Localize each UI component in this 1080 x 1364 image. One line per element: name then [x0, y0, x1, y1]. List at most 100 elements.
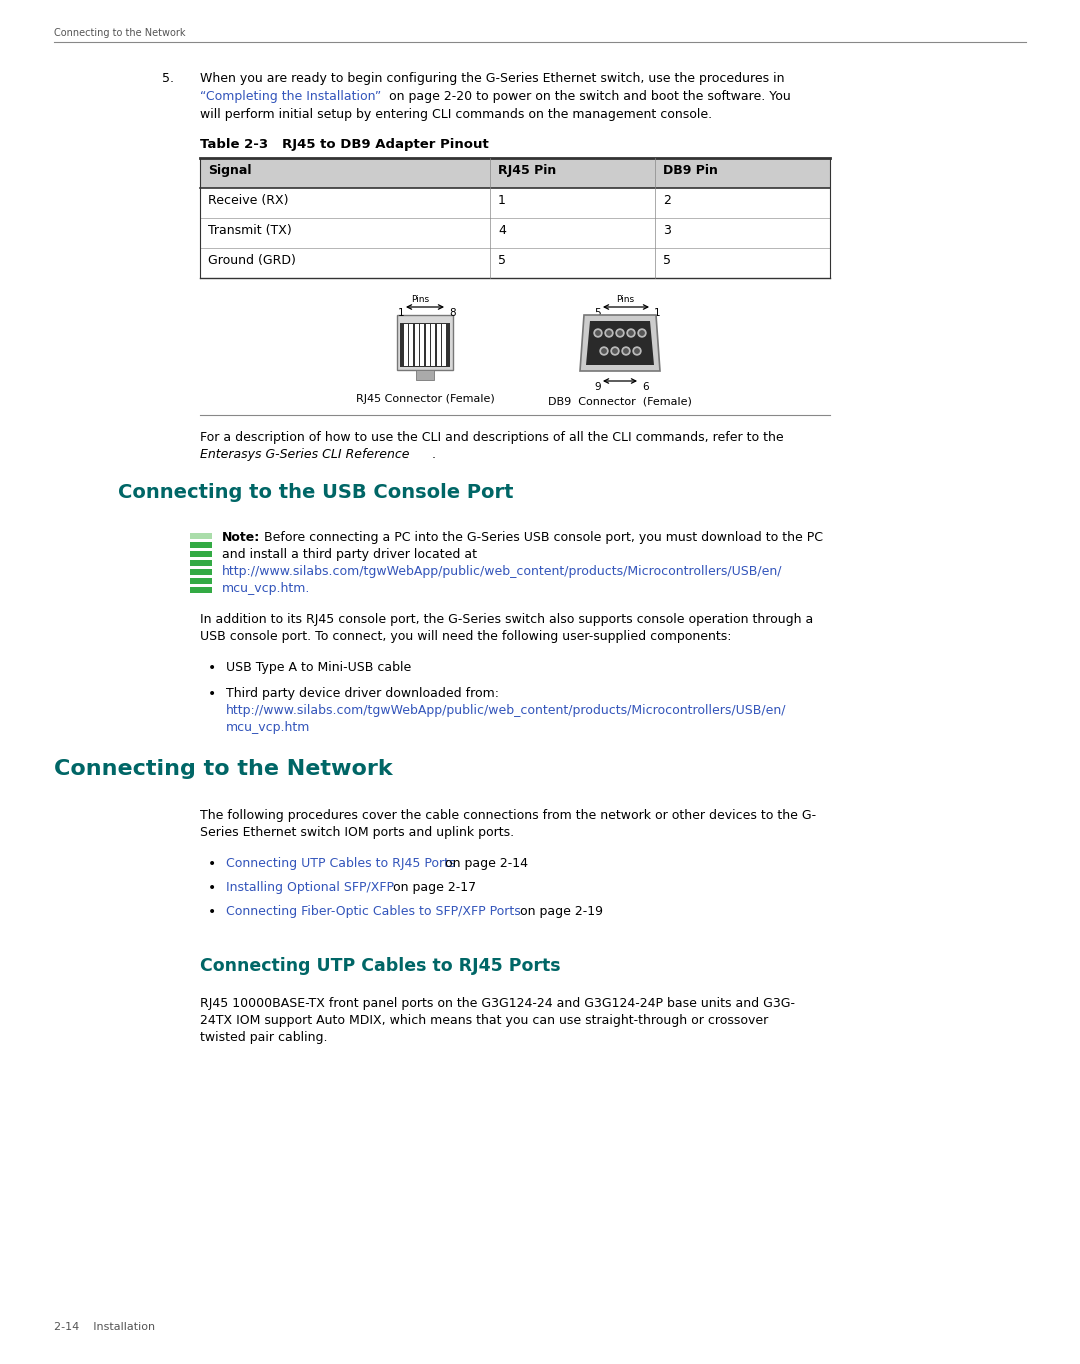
- Text: Note:: Note:: [222, 531, 260, 544]
- Circle shape: [611, 346, 619, 355]
- Text: 5.: 5.: [162, 72, 174, 85]
- Text: Pins: Pins: [410, 295, 429, 304]
- Text: Connecting UTP Cables to RJ45 Ports: Connecting UTP Cables to RJ45 Ports: [200, 958, 561, 975]
- Text: Third party device driver downloaded from:: Third party device driver downloaded fro…: [226, 687, 499, 700]
- Text: 5: 5: [663, 254, 671, 267]
- Text: DB9 Pin: DB9 Pin: [663, 164, 718, 177]
- Bar: [397, 315, 453, 370]
- Text: and install a third party driver located at: and install a third party driver located…: [222, 548, 477, 561]
- Text: Transmit (TX): Transmit (TX): [208, 224, 292, 237]
- Text: http://www.silabs.com/tgwWebApp/public/web_content/products/Microcontrollers/USB: http://www.silabs.com/tgwWebApp/public/w…: [226, 704, 786, 717]
- Text: Connecting Fiber-Optic Cables to SFP/XFP Ports: Connecting Fiber-Optic Cables to SFP/XFP…: [226, 904, 521, 918]
- Text: http://www.silabs.com/tgwWebApp/public/web_content/products/Microcontrollers/USB: http://www.silabs.com/tgwWebApp/public/w…: [222, 565, 783, 578]
- Text: For a description of how to use the CLI and descriptions of all the CLI commands: For a description of how to use the CLI …: [200, 431, 784, 445]
- Bar: [431, 325, 435, 366]
- Text: mcu_vcp.htm.: mcu_vcp.htm.: [222, 582, 310, 595]
- Circle shape: [633, 346, 642, 355]
- Circle shape: [639, 331, 644, 336]
- Bar: [190, 542, 212, 548]
- Text: DB9  Connector  (Female): DB9 Connector (Female): [548, 397, 692, 406]
- Circle shape: [607, 331, 611, 336]
- Bar: [400, 323, 450, 367]
- Text: mcu_vcp.htm: mcu_vcp.htm: [226, 722, 310, 734]
- Bar: [436, 325, 441, 366]
- Circle shape: [605, 329, 613, 337]
- Text: Installing Optional SFP/XFP: Installing Optional SFP/XFP: [226, 881, 394, 893]
- Text: In addition to its RJ45 console port, the G-Series switch also supports console : In addition to its RJ45 console port, th…: [200, 612, 813, 626]
- Text: 5: 5: [594, 308, 600, 318]
- Text: RJ45 10000BASE-TX front panel ports on the G3G124-24 and G3G124-24P base units a: RJ45 10000BASE-TX front panel ports on t…: [200, 997, 795, 1009]
- Bar: [190, 577, 212, 584]
- Text: RJ45 Pin: RJ45 Pin: [498, 164, 556, 177]
- Bar: [190, 532, 212, 539]
- Circle shape: [635, 349, 639, 353]
- Circle shape: [627, 329, 635, 337]
- Circle shape: [612, 349, 617, 353]
- Bar: [420, 325, 424, 366]
- Text: When you are ready to begin configuring the G-Series Ethernet switch, use the pr: When you are ready to begin configuring …: [200, 72, 784, 85]
- Text: on page 2-17: on page 2-17: [389, 881, 476, 893]
- Text: Connecting to the Network: Connecting to the Network: [54, 758, 393, 779]
- Bar: [415, 325, 419, 366]
- Text: RJ45 Connector (Female): RJ45 Connector (Female): [355, 394, 495, 404]
- Circle shape: [638, 329, 646, 337]
- Text: Connecting to the USB Console Port: Connecting to the USB Console Port: [118, 483, 513, 502]
- Circle shape: [618, 331, 622, 336]
- Text: 2: 2: [663, 194, 671, 207]
- Bar: [409, 325, 414, 366]
- Text: Ground (GRD): Ground (GRD): [208, 254, 296, 267]
- Circle shape: [624, 349, 629, 353]
- Bar: [190, 569, 212, 576]
- Text: Signal: Signal: [208, 164, 252, 177]
- Bar: [200, 158, 831, 188]
- Text: twisted pair cabling.: twisted pair cabling.: [200, 1031, 327, 1043]
- Bar: [426, 325, 430, 366]
- Text: •: •: [208, 904, 216, 919]
- Bar: [190, 551, 212, 557]
- Bar: [190, 559, 212, 566]
- Text: on page 2-19: on page 2-19: [516, 904, 603, 918]
- Text: USB console port. To connect, you will need the following user-supplied componen: USB console port. To connect, you will n…: [200, 630, 731, 642]
- Text: 24TX IOM support Auto MDIX, which means that you can use straight-through or cro: 24TX IOM support Auto MDIX, which means …: [200, 1013, 768, 1027]
- Circle shape: [594, 329, 602, 337]
- Text: .: .: [428, 447, 436, 461]
- Text: Series Ethernet switch IOM ports and uplink ports.: Series Ethernet switch IOM ports and upl…: [200, 827, 514, 839]
- Circle shape: [622, 346, 630, 355]
- Text: •: •: [208, 857, 216, 872]
- Text: 1: 1: [498, 194, 505, 207]
- Text: 9: 9: [594, 382, 600, 391]
- Circle shape: [616, 329, 624, 337]
- Polygon shape: [586, 321, 654, 366]
- Text: 8: 8: [449, 308, 456, 318]
- Circle shape: [600, 346, 608, 355]
- Text: Connecting to the Network: Connecting to the Network: [54, 29, 186, 38]
- Text: “Completing the Installation”: “Completing the Installation”: [200, 90, 381, 104]
- Text: on page 2-20 to power on the switch and boot the software. You: on page 2-20 to power on the switch and …: [384, 90, 791, 104]
- Circle shape: [596, 331, 600, 336]
- Circle shape: [629, 331, 633, 336]
- Text: The following procedures cover the cable connections from the network or other d: The following procedures cover the cable…: [200, 809, 816, 822]
- Text: 6: 6: [642, 382, 649, 391]
- Text: will perform initial setup by entering CLI commands on the management console.: will perform initial setup by entering C…: [200, 108, 712, 121]
- Text: •: •: [208, 662, 216, 675]
- Text: Enterasys G-Series CLI Reference: Enterasys G-Series CLI Reference: [200, 447, 409, 461]
- Text: 1: 1: [399, 308, 405, 318]
- Text: 4: 4: [498, 224, 505, 237]
- Text: Before connecting a PC into the G-Series USB console port, you must download to : Before connecting a PC into the G-Series…: [260, 531, 823, 544]
- Text: on page 2-14: on page 2-14: [441, 857, 528, 870]
- Text: 5: 5: [498, 254, 507, 267]
- Text: Connecting UTP Cables to RJ45 Ports: Connecting UTP Cables to RJ45 Ports: [226, 857, 456, 870]
- Text: 3: 3: [663, 224, 671, 237]
- Polygon shape: [580, 315, 660, 371]
- Text: USB Type A to Mini-USB cable: USB Type A to Mini-USB cable: [226, 662, 411, 674]
- Bar: [190, 587, 212, 593]
- Bar: [404, 325, 408, 366]
- Text: •: •: [208, 687, 216, 701]
- Text: Pins: Pins: [616, 295, 634, 304]
- Bar: [442, 325, 446, 366]
- Text: Receive (RX): Receive (RX): [208, 194, 288, 207]
- Text: 2-14    Installation: 2-14 Installation: [54, 1322, 156, 1333]
- Circle shape: [602, 349, 606, 353]
- Text: •: •: [208, 881, 216, 895]
- Text: 1: 1: [654, 308, 661, 318]
